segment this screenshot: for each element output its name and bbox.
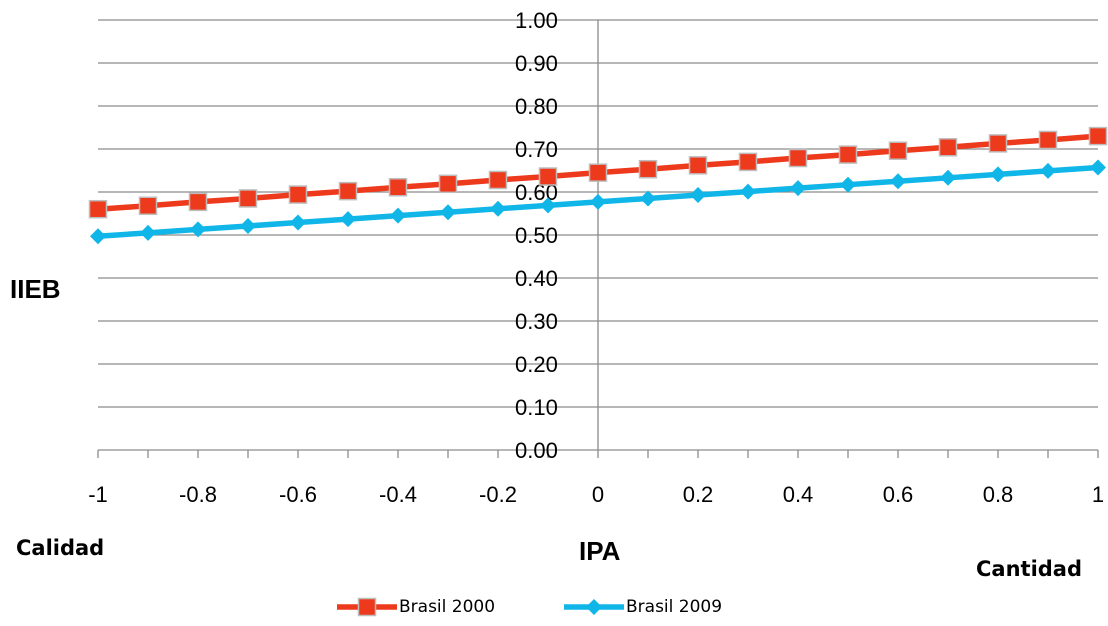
- data-point: [538, 167, 558, 186]
- y-tick-label: 0.00: [515, 438, 558, 463]
- data-point: [840, 176, 856, 193]
- data-point: [1090, 159, 1106, 176]
- y-tick-label: 0.80: [515, 94, 558, 119]
- series-brasil-2009: [90, 159, 1106, 245]
- data-point: [138, 196, 158, 216]
- x-tick-labels: -1 -0.8 -0.6 -0.4 -0.2 0 0.2 0.4 0.6 0.8 1: [88, 482, 1104, 507]
- data-point: [990, 166, 1006, 183]
- data-point: [788, 148, 808, 168]
- data-point: [388, 178, 408, 197]
- data-point: [490, 200, 506, 217]
- data-point: [638, 159, 658, 179]
- y-tick-label: 0.50: [515, 223, 558, 248]
- x-tick-label: 0.6: [883, 482, 914, 507]
- x-tick-label: 0.8: [983, 482, 1014, 507]
- data-point: [688, 156, 708, 175]
- x-tick-label: -1: [88, 482, 108, 507]
- data-point: [790, 180, 806, 197]
- axes: [97, 20, 1099, 458]
- data-point: [1040, 162, 1056, 179]
- data-point: [890, 173, 906, 190]
- data-point: [238, 189, 258, 208]
- data-point: [938, 138, 958, 157]
- x-axis-title: IPA: [579, 536, 621, 566]
- data-point: [338, 181, 358, 201]
- data-point: [988, 134, 1008, 153]
- data-point: [438, 174, 458, 194]
- data-point: [290, 214, 306, 231]
- data-point: [888, 141, 908, 160]
- data-point: [240, 217, 256, 234]
- x-tick-label: 0.2: [683, 482, 714, 507]
- series-group: [88, 126, 1108, 245]
- y-tick-labels: 0.000.100.200.300.400.500.600.700.800.90…: [515, 8, 558, 463]
- y-tick-label: 0.40: [515, 266, 558, 291]
- x-tick-label: 1: [1092, 482, 1104, 507]
- x-tick-label: -0.6: [279, 482, 317, 507]
- y-tick-label: 0.20: [515, 352, 558, 377]
- y-axis-title: IIEB: [10, 274, 61, 304]
- data-point: [940, 169, 956, 186]
- data-point: [740, 183, 756, 200]
- data-point: [488, 170, 508, 190]
- data-point: [188, 192, 208, 212]
- x-tick-label: -0.8: [179, 482, 217, 507]
- x-tick-label: -0.4: [379, 482, 417, 507]
- data-point: [440, 204, 456, 221]
- x-right-label: Cantidad: [976, 557, 1083, 581]
- y-tick-label: 0.70: [515, 137, 558, 162]
- y-tick-label: 0.10: [515, 395, 558, 420]
- data-point: [390, 207, 406, 224]
- data-point: [90, 228, 106, 245]
- data-point: [190, 221, 206, 238]
- data-point: [288, 185, 308, 204]
- x-tick-label: 0: [592, 482, 604, 507]
- x-tick-label: 0.4: [783, 482, 814, 507]
- x-tick-label: -0.2: [479, 482, 517, 507]
- data-point: [1038, 130, 1058, 150]
- y-tick-label: 0.90: [515, 51, 558, 76]
- data-point: [838, 145, 858, 164]
- data-point: [88, 199, 108, 219]
- data-point: [640, 190, 656, 207]
- data-point: [540, 197, 556, 214]
- data-point: [588, 163, 608, 182]
- y-tick-label: 0.30: [515, 309, 558, 334]
- data-point: [738, 152, 758, 172]
- data-point: [590, 193, 606, 210]
- y-tick-label: 1.00: [515, 8, 558, 33]
- series-brasil-2000: [88, 126, 1108, 219]
- data-point: [1088, 126, 1108, 146]
- data-point: [140, 224, 156, 241]
- x-left-label: Calidad: [16, 536, 105, 560]
- data-point: [340, 211, 356, 228]
- data-point: [690, 187, 706, 204]
